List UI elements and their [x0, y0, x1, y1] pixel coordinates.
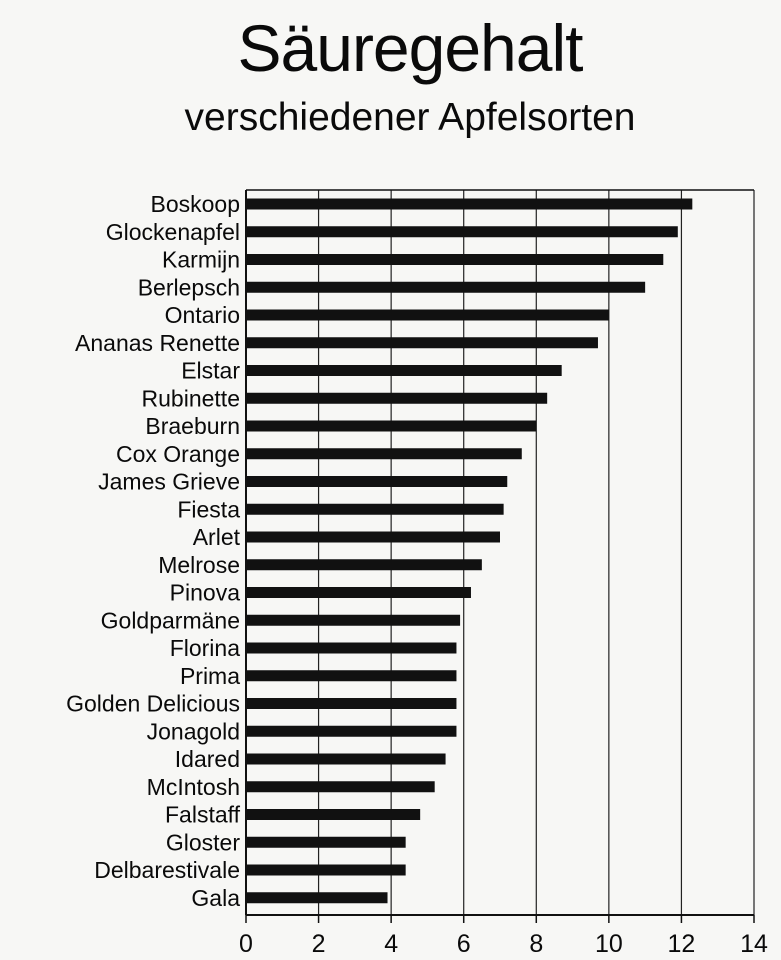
category-label-25: Gala — [191, 885, 240, 911]
category-label-18: Golden Delicious — [66, 691, 240, 717]
bar-11 — [246, 503, 504, 515]
bar-10 — [246, 476, 508, 487]
category-label-16: Florina — [170, 635, 241, 661]
x-tick-label-5: 10 — [595, 930, 623, 958]
category-label-12: Arlet — [193, 524, 241, 550]
category-label-3: Berlepsch — [138, 274, 240, 300]
bar-25 — [246, 892, 388, 904]
bar-9 — [246, 448, 522, 460]
category-label-24: Delbarestivale — [94, 857, 240, 883]
bar-5 — [246, 337, 598, 349]
bar-16 — [246, 642, 457, 654]
category-label-10: James Grieve — [98, 469, 240, 495]
category-label-15: Goldparmäne — [101, 607, 240, 633]
category-label-9: Cox Orange — [116, 441, 240, 467]
category-label-2: Karmijn — [162, 247, 240, 273]
bar-6 — [246, 365, 562, 376]
x-tick-label-3: 6 — [457, 930, 471, 958]
category-label-14: Pinova — [170, 580, 241, 606]
bar-20 — [246, 753, 446, 765]
category-label-8: Braeburn — [145, 413, 240, 439]
category-label-4: Ontario — [165, 302, 240, 328]
category-label-20: Idared — [175, 746, 240, 772]
x-tick-label-6: 12 — [668, 930, 696, 958]
chart-subtitle: verschiedener Apfelsorten — [184, 96, 636, 139]
category-label-0: Boskoop — [150, 191, 240, 217]
bar-0 — [246, 198, 693, 210]
category-label-22: Falstaff — [165, 802, 241, 828]
category-label-7: Rubinette — [142, 385, 240, 411]
category-label-11: Fiesta — [177, 496, 240, 522]
x-tick-label-0: 0 — [239, 930, 253, 958]
category-label-6: Elstar — [181, 358, 240, 384]
x-tick-label-2: 4 — [384, 930, 398, 958]
bar-24 — [246, 864, 406, 876]
bar-1 — [246, 226, 678, 238]
category-label-21: McIntosh — [147, 774, 240, 800]
category-label-23: Gloster — [166, 829, 240, 855]
bar-12 — [246, 531, 500, 543]
bar-8 — [246, 420, 537, 432]
bar-2 — [246, 254, 664, 265]
bar-3 — [246, 281, 646, 293]
x-tick-label-7: 14 — [740, 930, 768, 958]
category-label-13: Melrose — [158, 552, 240, 578]
x-tick-label-1: 2 — [312, 930, 326, 958]
bar-18 — [246, 698, 457, 709]
chart-title: Säuregehalt — [237, 11, 584, 85]
bar-4 — [246, 309, 609, 321]
category-label-5: Ananas Renette — [75, 330, 240, 356]
bar-21 — [246, 781, 435, 793]
bar-17 — [246, 670, 457, 682]
x-tick-label-4: 8 — [529, 930, 543, 958]
category-label-1: Glockenapfel — [106, 219, 240, 245]
category-label-19: Jonagold — [147, 718, 240, 744]
bar-19 — [246, 725, 457, 737]
bar-14 — [246, 587, 471, 598]
bar-7 — [246, 392, 548, 404]
category-label-17: Prima — [180, 663, 240, 689]
bar-15 — [246, 614, 461, 626]
bar-23 — [246, 836, 406, 848]
bar-22 — [246, 809, 421, 820]
bar-13 — [246, 559, 482, 571]
